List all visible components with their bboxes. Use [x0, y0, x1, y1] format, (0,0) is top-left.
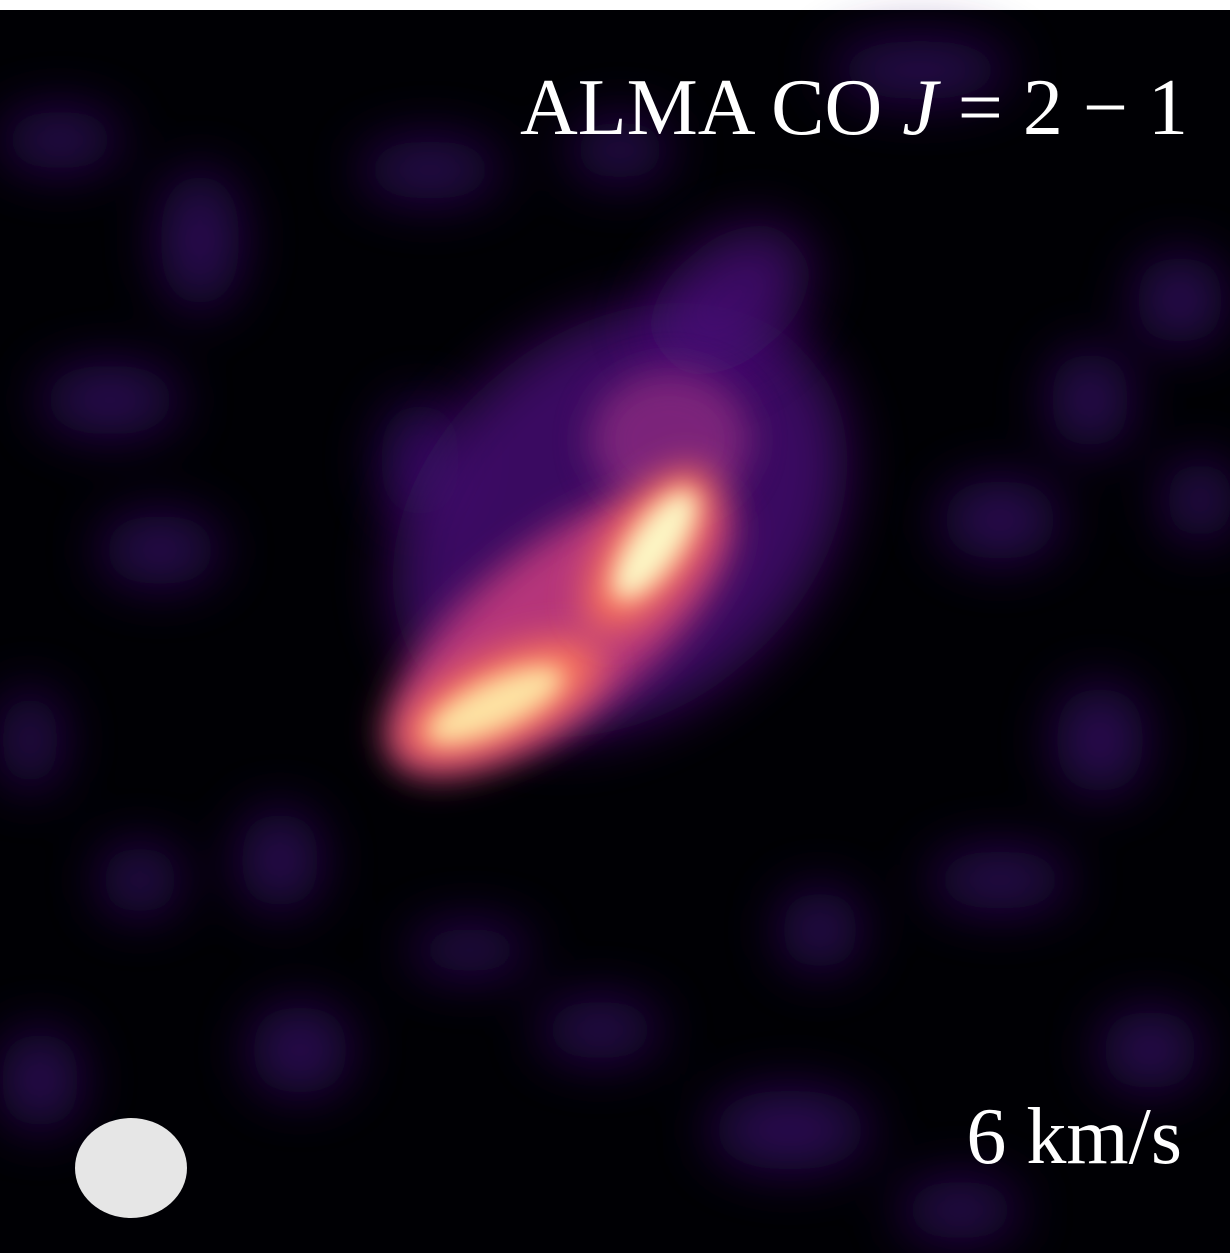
- velocity-label: 6 km/s: [966, 1093, 1182, 1181]
- channel-map: ALMA COJ= 2 − 1 6 km/s: [0, 0, 1230, 1253]
- label-variable: J: [902, 64, 941, 152]
- top-margin: [0, 0, 1230, 10]
- label-relation: = 2 − 1: [958, 64, 1188, 152]
- label-prefix: ALMA CO: [520, 64, 882, 152]
- page: ALMA COJ= 2 − 1 6 km/s (() => { const da…: [0, 0, 1230, 1253]
- beam-ellipse: [75, 1118, 187, 1218]
